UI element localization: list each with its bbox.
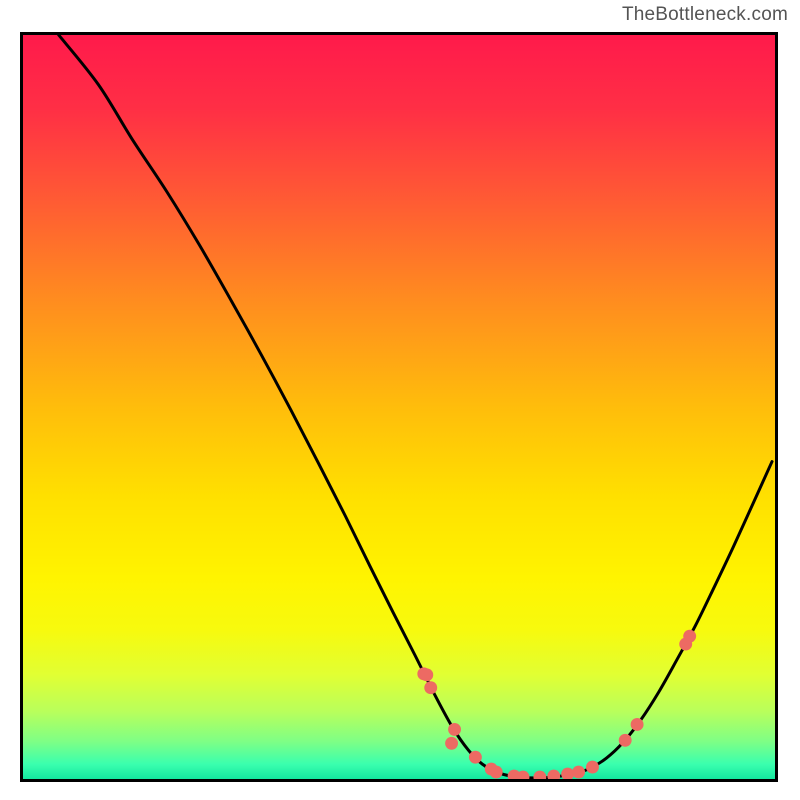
data-marker [417, 667, 430, 680]
attribution-watermark: TheBottleneck.com [622, 4, 788, 26]
data-marker [490, 766, 503, 779]
data-marker [631, 718, 644, 731]
data-marker [619, 734, 632, 747]
curve-line [59, 35, 772, 778]
data-marker [533, 771, 546, 779]
plot-frame [20, 32, 778, 782]
data-marker [547, 770, 560, 779]
data-marker [561, 768, 574, 779]
data-marker [448, 723, 461, 736]
data-marker [445, 737, 458, 750]
data-marker [424, 681, 437, 694]
data-marker [586, 761, 599, 774]
marker-group [417, 630, 696, 779]
data-marker [572, 766, 585, 779]
bottleneck-curve-chart [23, 35, 775, 779]
data-marker [683, 630, 696, 643]
data-marker [469, 751, 482, 764]
